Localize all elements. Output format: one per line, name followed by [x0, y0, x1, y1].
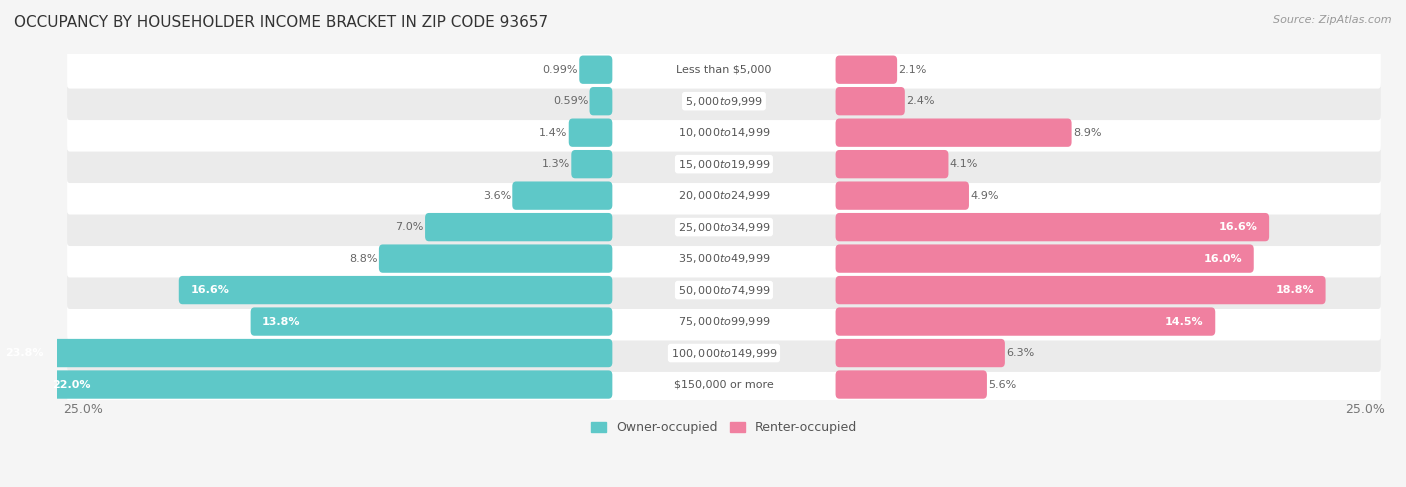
Text: $100,000 to $149,999: $100,000 to $149,999 — [671, 347, 778, 359]
Text: 3.6%: 3.6% — [482, 190, 510, 201]
FancyBboxPatch shape — [835, 307, 1215, 336]
FancyBboxPatch shape — [589, 87, 613, 115]
Text: 6.3%: 6.3% — [1007, 348, 1035, 358]
FancyBboxPatch shape — [571, 150, 613, 178]
FancyBboxPatch shape — [579, 56, 613, 84]
FancyBboxPatch shape — [512, 182, 613, 210]
FancyBboxPatch shape — [835, 244, 1254, 273]
FancyBboxPatch shape — [67, 51, 1381, 89]
Text: $10,000 to $14,999: $10,000 to $14,999 — [678, 126, 770, 139]
FancyBboxPatch shape — [569, 118, 613, 147]
Text: 0.99%: 0.99% — [543, 65, 578, 75]
Text: 8.8%: 8.8% — [349, 254, 378, 263]
FancyBboxPatch shape — [67, 366, 1381, 403]
FancyBboxPatch shape — [67, 334, 1381, 372]
FancyBboxPatch shape — [67, 208, 1381, 246]
FancyBboxPatch shape — [41, 371, 613, 399]
Text: OCCUPANCY BY HOUSEHOLDER INCOME BRACKET IN ZIP CODE 93657: OCCUPANCY BY HOUSEHOLDER INCOME BRACKET … — [14, 15, 548, 30]
Text: $5,000 to $9,999: $5,000 to $9,999 — [685, 94, 763, 108]
Text: $20,000 to $24,999: $20,000 to $24,999 — [678, 189, 770, 202]
Text: Source: ZipAtlas.com: Source: ZipAtlas.com — [1274, 15, 1392, 25]
FancyBboxPatch shape — [378, 244, 613, 273]
Text: 2.1%: 2.1% — [898, 65, 927, 75]
Text: Less than $5,000: Less than $5,000 — [676, 65, 772, 75]
Text: $150,000 or more: $150,000 or more — [673, 379, 773, 390]
FancyBboxPatch shape — [835, 276, 1326, 304]
Text: 1.4%: 1.4% — [538, 128, 568, 138]
Text: 18.8%: 18.8% — [1275, 285, 1315, 295]
Text: 4.1%: 4.1% — [949, 159, 979, 169]
Text: 22.0%: 22.0% — [52, 379, 90, 390]
Text: 16.6%: 16.6% — [1219, 222, 1257, 232]
FancyBboxPatch shape — [67, 114, 1381, 151]
Text: $15,000 to $19,999: $15,000 to $19,999 — [678, 158, 770, 170]
FancyBboxPatch shape — [67, 177, 1381, 215]
FancyBboxPatch shape — [67, 145, 1381, 183]
FancyBboxPatch shape — [835, 213, 1270, 241]
Text: 0.59%: 0.59% — [553, 96, 588, 106]
Text: 1.3%: 1.3% — [541, 159, 569, 169]
FancyBboxPatch shape — [835, 371, 987, 399]
FancyBboxPatch shape — [835, 56, 897, 84]
Text: 23.8%: 23.8% — [6, 348, 44, 358]
Legend: Owner-occupied, Renter-occupied: Owner-occupied, Renter-occupied — [586, 416, 862, 439]
FancyBboxPatch shape — [67, 271, 1381, 309]
FancyBboxPatch shape — [67, 82, 1381, 120]
Text: 2.4%: 2.4% — [905, 96, 935, 106]
Text: 16.0%: 16.0% — [1204, 254, 1241, 263]
FancyBboxPatch shape — [835, 182, 969, 210]
FancyBboxPatch shape — [835, 87, 905, 115]
FancyBboxPatch shape — [250, 307, 613, 336]
Text: $25,000 to $34,999: $25,000 to $34,999 — [678, 221, 770, 234]
Text: 16.6%: 16.6% — [190, 285, 229, 295]
FancyBboxPatch shape — [835, 339, 1005, 367]
Text: 7.0%: 7.0% — [395, 222, 423, 232]
FancyBboxPatch shape — [67, 303, 1381, 340]
FancyBboxPatch shape — [835, 118, 1071, 147]
Text: $75,000 to $99,999: $75,000 to $99,999 — [678, 315, 770, 328]
Text: $35,000 to $49,999: $35,000 to $49,999 — [678, 252, 770, 265]
Text: 8.9%: 8.9% — [1073, 128, 1101, 138]
Text: 13.8%: 13.8% — [262, 317, 301, 327]
FancyBboxPatch shape — [425, 213, 613, 241]
FancyBboxPatch shape — [835, 150, 949, 178]
Text: 4.9%: 4.9% — [970, 190, 998, 201]
Text: 5.6%: 5.6% — [988, 379, 1017, 390]
FancyBboxPatch shape — [0, 339, 613, 367]
FancyBboxPatch shape — [179, 276, 613, 304]
Text: $50,000 to $74,999: $50,000 to $74,999 — [678, 283, 770, 297]
FancyBboxPatch shape — [67, 240, 1381, 278]
Text: 14.5%: 14.5% — [1166, 317, 1204, 327]
